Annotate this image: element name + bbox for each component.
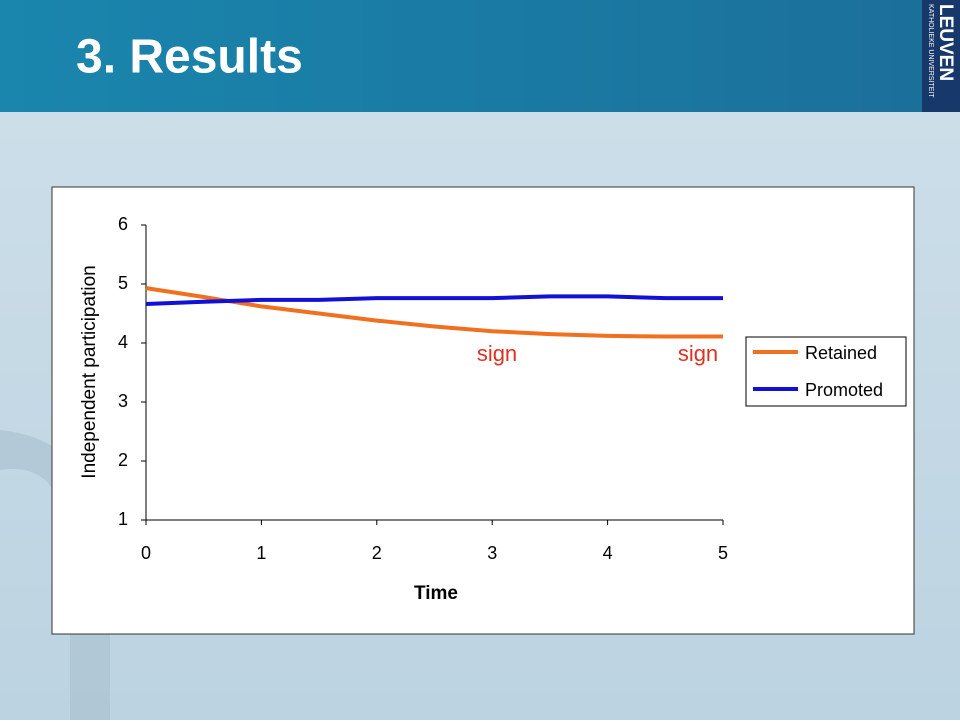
x-axis-label: Time xyxy=(414,583,458,604)
chart-frame xyxy=(51,186,915,635)
logo xyxy=(922,0,960,112)
y-tick-label: 5 xyxy=(118,273,128,293)
x-tick-label: 2 xyxy=(372,543,382,563)
annotation: sign xyxy=(477,341,517,366)
legend-label: Retained xyxy=(805,343,877,363)
legend-label: Promoted xyxy=(805,380,883,400)
line-series xyxy=(145,294,723,307)
y-tick-label: 4 xyxy=(118,332,128,352)
y-tick-label: 1 xyxy=(118,509,128,529)
slide-title: 3. Results xyxy=(76,31,303,84)
legend xyxy=(745,336,907,407)
x-tick-label: 5 xyxy=(718,543,728,563)
x-tick-label: 1 xyxy=(256,543,266,563)
y-tick-label: 2 xyxy=(118,450,128,470)
x-tick-label: 0 xyxy=(141,543,151,563)
line-series xyxy=(145,286,723,339)
y-tick-label: 6 xyxy=(118,214,128,234)
y-axis-label: Independent participation xyxy=(79,265,100,478)
annotation: sign xyxy=(678,341,718,366)
logo-main: LEUVEN xyxy=(935,4,956,81)
y-tick-label: 3 xyxy=(118,391,128,411)
logo-top: KATHOLIEKE UNIVERSITEIT xyxy=(927,4,934,98)
x-tick-label: 4 xyxy=(603,543,613,563)
x-tick-label: 3 xyxy=(487,543,497,563)
header xyxy=(0,0,960,112)
